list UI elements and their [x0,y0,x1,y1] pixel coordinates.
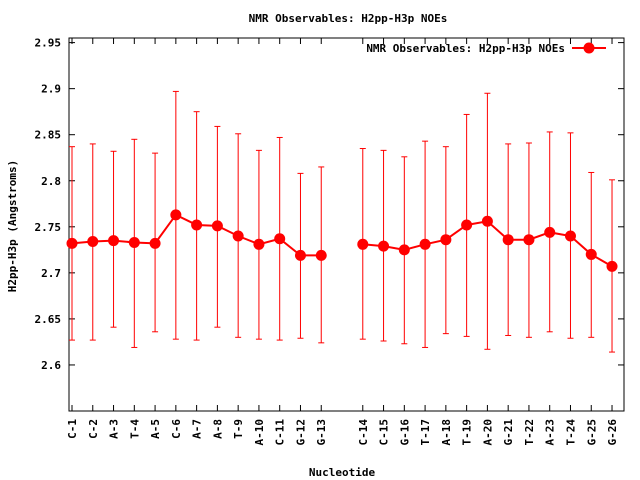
data-point [170,209,182,221]
x-tick-label: C-1 [66,419,79,439]
legend-marker [583,42,595,54]
data-point [585,248,597,260]
x-tick-label: A-20 [481,419,494,446]
y-tick-label: 2.7 [41,267,61,280]
x-tick-label: G-21 [502,419,515,446]
x-tick-label: G-12 [294,419,307,446]
data-point [315,249,327,261]
y-axis: 2.6 2.65 2.7 2.75 2.8 2.85 2.9 2.95 [35,37,624,372]
x-tick-label: A-8 [211,419,224,439]
x-axis: C-1 C-2 A-3 T-4 A-5 C-6 A-7 A-8 T-9 A-10 C-11 G-12 G… [66,38,619,446]
x-tick-label: C-14 [357,419,370,446]
x-tick-label: G-16 [398,419,411,446]
y-axis-label: H2pp-H3p (Angstroms) [6,160,19,292]
data-point [502,234,514,246]
x-tick-label: T-4 [128,419,141,439]
y-tick-label: 2.8 [41,175,61,188]
y-tick-label: 2.9 [41,83,61,96]
data-point [523,234,535,246]
x-axis-label: Nucleotide [309,466,376,479]
data-point [108,235,120,247]
x-tick-label: G-26 [606,419,619,446]
data-point [128,236,140,248]
y-tick-label: 2.95 [35,37,62,50]
data-point [378,240,390,252]
data-point [274,233,286,245]
chart-title: NMR Observables: H2pp-H3p NOEs [249,12,448,25]
y-tick-label: 2.85 [35,129,62,142]
data-point [564,230,576,242]
x-tick-label: T-24 [564,419,577,446]
data-point [419,238,431,250]
data-point [66,237,78,249]
data-point [191,219,203,231]
x-tick-label: A-23 [544,419,557,446]
x-tick-label: G-25 [585,419,598,446]
x-tick-label: T-22 [523,419,536,446]
x-tick-label: T-17 [419,419,432,446]
y-tick-label: 2.75 [35,221,62,234]
data-point [481,215,493,227]
x-tick-label: A-3 [108,419,121,439]
data-point [461,219,473,231]
x-tick-label: C-15 [378,419,391,446]
x-tick-label: A-18 [440,419,453,446]
y-tick-label: 2.6 [41,359,61,372]
data-point [440,234,452,246]
legend: NMR Observables: H2pp-H3p NOEs [366,42,606,55]
data-point [606,260,618,272]
data-point [253,238,265,250]
data-point [149,237,161,249]
x-tick-label: C-11 [274,419,287,446]
x-tick-label: T-9 [232,419,245,439]
x-tick-label: A-7 [191,419,204,439]
x-tick-label: A-5 [149,419,162,439]
data-point [294,249,306,261]
data-point [211,220,223,232]
series-0 [66,90,618,353]
plot-border [68,37,625,412]
x-tick-label: T-19 [461,419,474,446]
data-point [87,236,99,248]
x-tick-label: A-10 [253,419,266,446]
data-point [232,230,244,242]
legend-label: NMR Observables: H2pp-H3p NOEs [366,42,565,55]
y-tick-label: 2.65 [35,313,62,326]
x-tick-label: C-6 [170,419,183,439]
x-tick-label: C-2 [87,419,100,439]
data-point [544,226,556,238]
data-point [357,238,369,250]
data-point [398,244,410,256]
x-tick-label: G-13 [315,419,328,446]
